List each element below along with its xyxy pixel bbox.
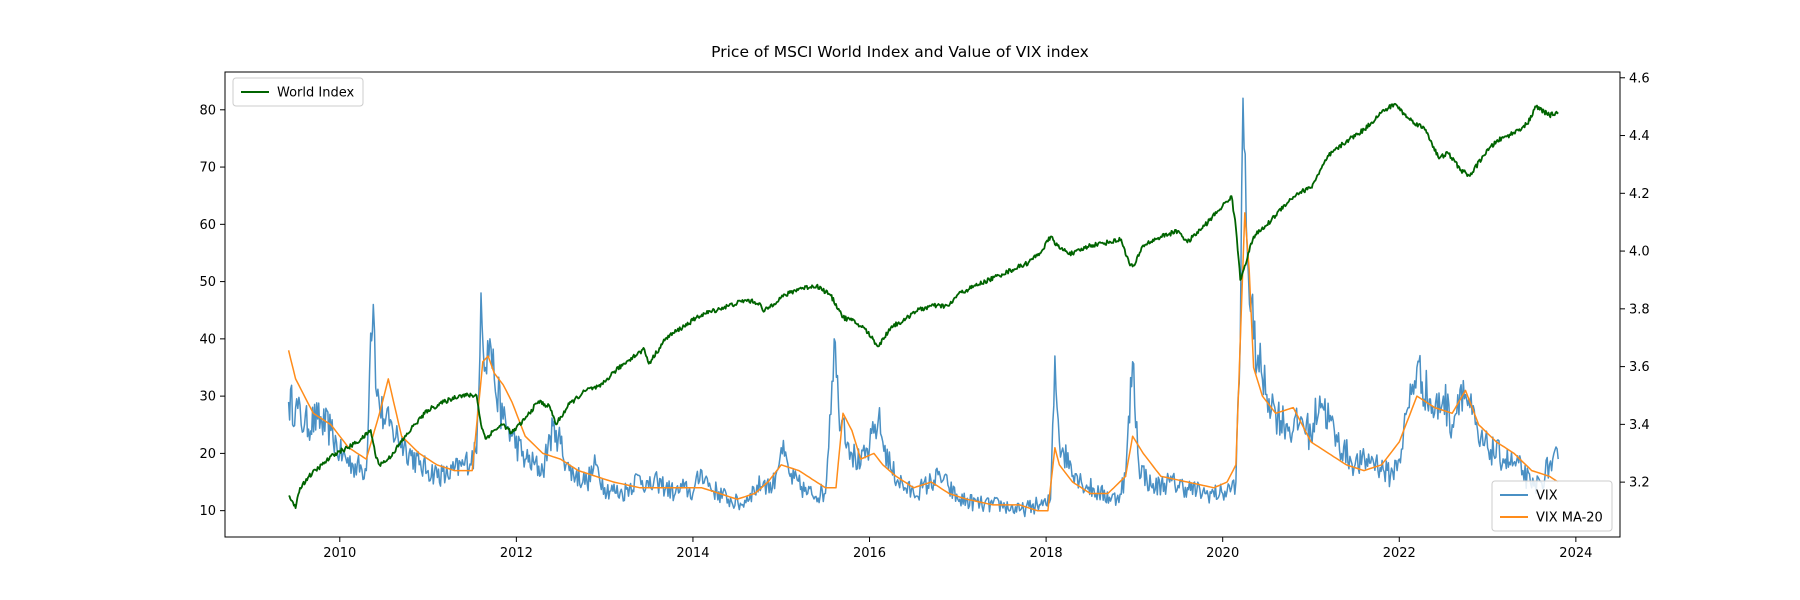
y-right-tick-label: 4.2 [1629, 187, 1650, 202]
x-tick-label: 2010 [323, 546, 356, 561]
y-left-tick-label: 10 [199, 504, 216, 519]
series-line-world-index [288, 102, 1559, 509]
x-tick-label: 2024 [1559, 546, 1592, 561]
x-tick-label: 2016 [853, 546, 886, 561]
legend-label: World Index [277, 86, 354, 101]
y-axis-left: 10 20 30 40 50 60 70 80 [199, 103, 225, 519]
y-right-tick-label: 3.8 [1629, 302, 1650, 317]
series-line-vix-ma-20 [287, 212, 1559, 512]
x-tick-label: 2014 [676, 546, 709, 561]
y-right-tick-label: 4.4 [1629, 129, 1650, 144]
y-left-tick-label: 70 [199, 161, 216, 176]
y-right-tick-label: 4.0 [1629, 245, 1650, 260]
x-tick-label: 2012 [500, 546, 533, 561]
legend-label: VIX MA-20 [1536, 511, 1603, 526]
series-line-vix [287, 97, 1559, 518]
y-left-tick-label: 20 [199, 447, 216, 462]
y-left-tick-label: 30 [199, 390, 216, 405]
legends: World Index VIX VIX MA-20 [232, 77, 1613, 532]
y-left-tick-label: 80 [199, 103, 216, 118]
chart-title: Price of MSCI World Index and Value of V… [711, 43, 1089, 61]
legend-label: VIX [1536, 489, 1558, 504]
plot-frame [224, 71, 1621, 538]
y-left-tick-label: 40 [199, 332, 216, 347]
legend: VIX VIX MA-20 [1491, 480, 1613, 532]
x-tick-label: 2022 [1383, 546, 1416, 561]
series-layer [287, 97, 1559, 518]
y-axis-right: 3.2 3.4 3.6 3.8 4.0 4.2 4.4 4.6 [1620, 71, 1650, 491]
x-tick-label: 2018 [1030, 546, 1063, 561]
y-left-tick-label: 50 [199, 275, 216, 290]
legend-box [1491, 480, 1613, 532]
x-axis: 2010 2012 2014 2016 2018 2020 2022 2024 [323, 537, 1592, 561]
y-right-tick-label: 3.4 [1629, 418, 1650, 433]
x-tick-label: 2020 [1206, 546, 1239, 561]
y-left-tick-label: 60 [199, 218, 216, 233]
y-right-tick-label: 4.6 [1629, 71, 1650, 86]
legend: World Index [232, 77, 364, 107]
y-right-tick-label: 3.2 [1629, 476, 1650, 491]
y-right-tick-label: 3.6 [1629, 360, 1650, 375]
legend-box [232, 77, 364, 107]
